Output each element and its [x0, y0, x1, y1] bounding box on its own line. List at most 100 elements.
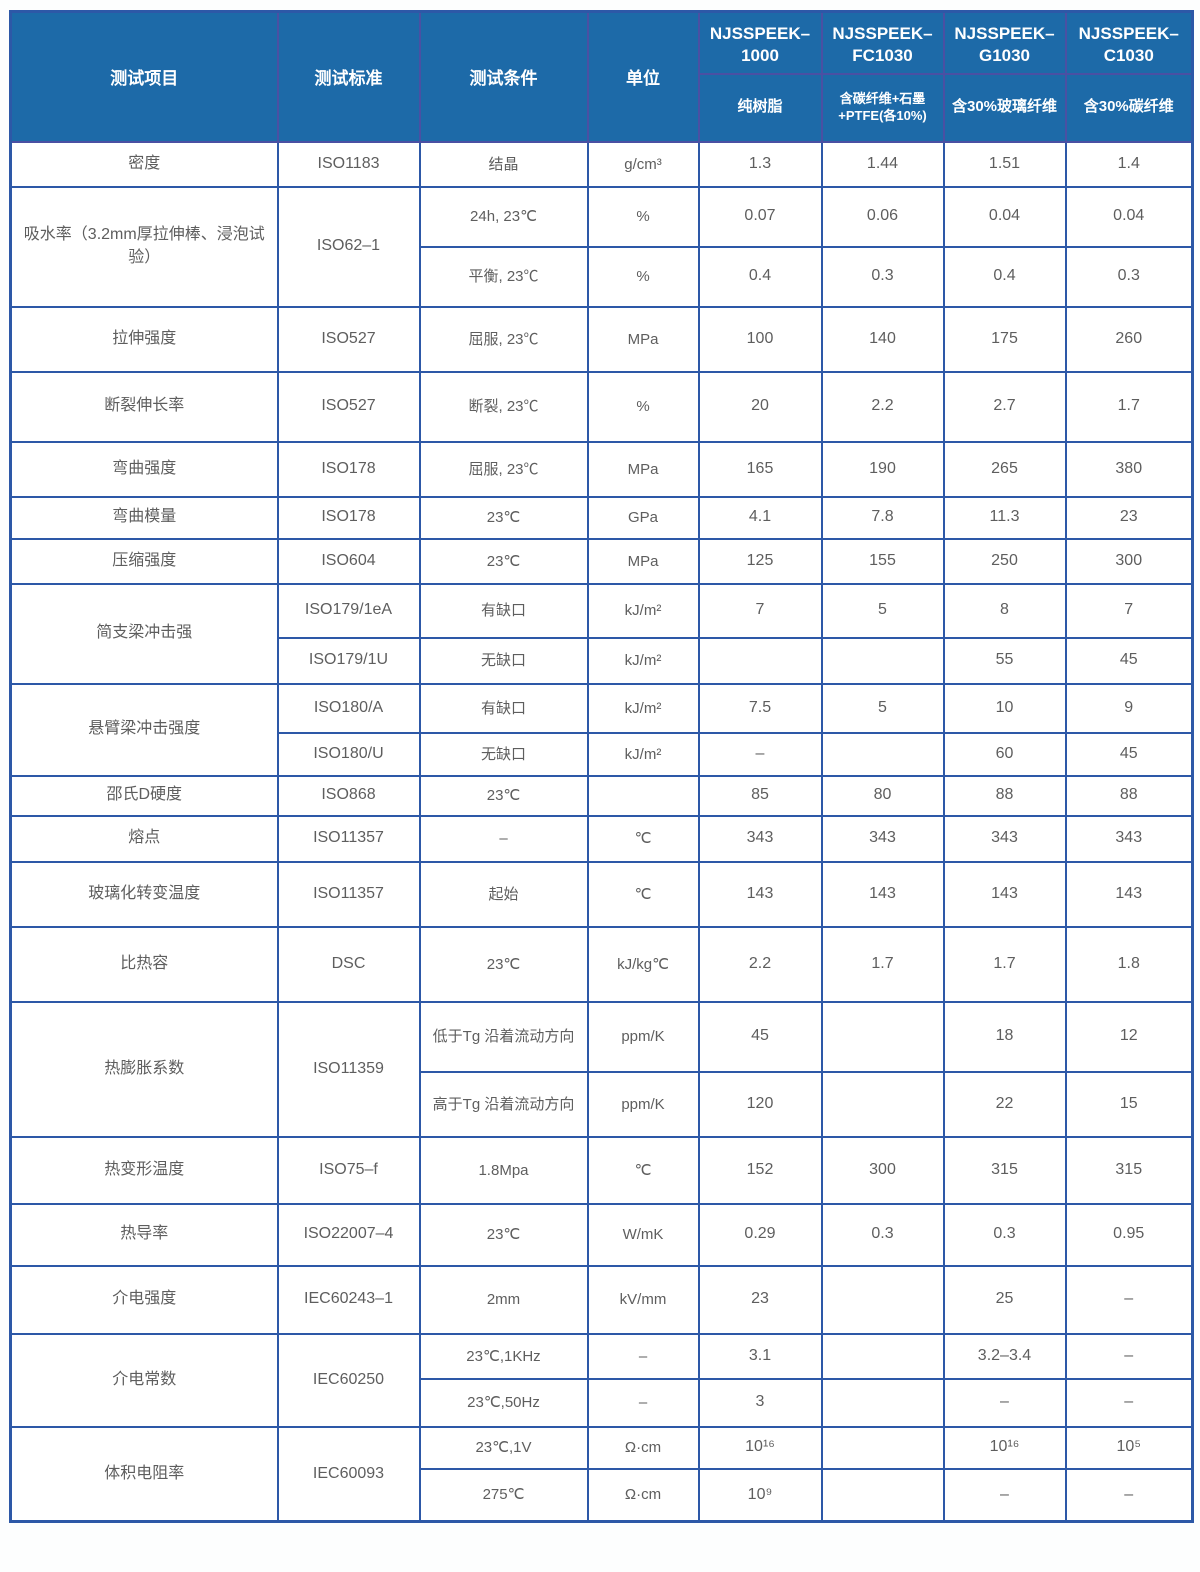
cell-item: 断裂伸长率: [9, 370, 279, 443]
cell-condition: 无缺口: [418, 636, 589, 685]
cell-value: [820, 1070, 945, 1138]
cell-value: 100: [697, 305, 823, 373]
cell-value: 315: [1064, 1135, 1194, 1205]
cell-value: 0.3: [820, 245, 945, 308]
cell-value: 23: [1064, 495, 1194, 540]
cell-value: 3: [697, 1377, 823, 1428]
cell-condition: 2mm: [418, 1264, 589, 1335]
cell-value: 300: [1064, 537, 1194, 585]
table-row: 悬臂梁冲击强度 ISO180/A 有缺口 kJ/m² 7.5 5 10 9: [9, 682, 1194, 777]
cell-value: 80: [820, 774, 945, 817]
cell-value: 11.3: [942, 495, 1067, 540]
cell-unit: kJ/m²: [586, 731, 700, 777]
table-row: 热导率 ISO22007–4 23℃ W/mK 0.29 0.3 0.3 0.9…: [9, 1202, 1194, 1267]
cell-value: [820, 1264, 945, 1335]
cell-item: 吸水率（3.2mm厚拉伸棒、浸泡试验）: [9, 185, 279, 308]
cell-value: 9: [1064, 682, 1194, 734]
cell-item: 弯曲模量: [9, 495, 279, 540]
cell-value: –: [1064, 1264, 1194, 1335]
cell-standard: ISO604: [276, 537, 421, 585]
header-row-products: 测试项目 测试标准 测试条件 单位 NJSSPEEK– 1000 NJSSPEE…: [9, 10, 1194, 143]
cell-value: 0.29: [697, 1202, 823, 1267]
table-row: 弯曲强度 ISO178 屈服, 23℃ MPa 165 190 265 380: [9, 440, 1194, 498]
table-row: 熔点 ISO11357 – ℃ 343 343 343 343: [9, 814, 1194, 863]
cell-standard: ISO178: [276, 440, 421, 498]
table-row: 吸水率（3.2mm厚拉伸棒、浸泡试验） ISO62–1 24h, 23℃ % 0…: [9, 185, 1194, 308]
cell-value: 88: [942, 774, 1067, 817]
cell-value: 8: [942, 582, 1067, 639]
cell-value: 22: [942, 1070, 1067, 1138]
cell-item: 邵氏D硬度: [9, 774, 279, 817]
table-row: 拉伸强度 ISO527 屈服, 23℃ MPa 100 140 175 260: [9, 305, 1194, 373]
cell-value: 152: [697, 1135, 823, 1205]
table-row: 弯曲模量 ISO178 23℃ GPa 4.1 7.8 11.3 23: [9, 495, 1194, 540]
cell-value: –: [1064, 1377, 1194, 1428]
cell-value: 143: [942, 860, 1067, 928]
table-row: ISO179/1U 无缺口 kJ/m² 55 45: [11, 636, 1194, 685]
cell-unit: W/mK: [586, 1202, 700, 1267]
cell-standard: ISO527: [276, 370, 421, 443]
cell-item: 悬臂梁冲击强度: [9, 682, 279, 777]
cell-condition: 275℃: [418, 1467, 589, 1523]
table-row: 介电强度 IEC60243–1 2mm kV/mm 23 25 –: [9, 1264, 1194, 1335]
table-row: 平衡, 23℃ % 0.4 0.3 0.4 0.3: [11, 245, 1194, 308]
cell-value: 85: [697, 774, 823, 817]
cell-item: 熔点: [9, 814, 279, 863]
cell-value: 20: [697, 370, 823, 443]
table-row: 23℃,50Hz – 3 – –: [11, 1377, 1194, 1428]
cell-unit: kV/mm: [586, 1264, 700, 1335]
cell-value: 0.95: [1064, 1202, 1194, 1267]
table-row: 邵氏D硬度 ISO868 23℃ 85 80 88 88: [9, 774, 1194, 817]
cell-value: 315: [942, 1135, 1067, 1205]
cell-item: 压缩强度: [9, 537, 279, 585]
cell-value: 5: [820, 682, 945, 734]
cell-condition: 23℃: [418, 495, 589, 540]
cell-value: 45: [1064, 636, 1194, 685]
cell-standard: ISO179/1eA: [276, 582, 421, 639]
cell-condition: 屈服, 23℃: [418, 305, 589, 373]
cell-value: 143: [1064, 860, 1194, 928]
cell-value: 1.44: [820, 140, 945, 188]
cell-value: 155: [820, 537, 945, 585]
cell-unit: %: [586, 185, 700, 248]
cell-value: 2.2: [697, 925, 823, 1003]
cell-unit: Ω·cm: [586, 1467, 700, 1523]
cell-unit: %: [586, 370, 700, 443]
table-row: ISO180/U 无缺口 kJ/m² – 60 45: [11, 731, 1194, 777]
cell-value: [820, 1000, 945, 1073]
cell-standard: ISO11357: [276, 860, 421, 928]
cell-standard: ISO180/A: [276, 682, 421, 734]
cell-condition: 起始: [418, 860, 589, 928]
cell-condition: 有缺口: [418, 682, 589, 734]
cell-value: 0.07: [697, 185, 823, 248]
cell-condition: 24h, 23℃: [418, 185, 589, 248]
product-name-line: NJSSPEEK–: [709, 23, 811, 43]
cell-value: 0.3: [942, 1202, 1067, 1267]
cell-standard: ISO527: [276, 305, 421, 373]
cell-value: 343: [820, 814, 945, 863]
cell-unit: g/cm³: [586, 140, 700, 188]
cell-unit: MPa: [586, 440, 700, 498]
cell-standard: IEC60243–1: [276, 1264, 421, 1335]
cell-standard: ISO22007–4: [276, 1202, 421, 1267]
cell-condition: 高于Tg 沿着流动方向: [418, 1070, 589, 1138]
cell-value: 10⁹: [697, 1467, 823, 1523]
cell-unit: GPa: [586, 495, 700, 540]
cell-value: 140: [820, 305, 945, 373]
header-row-descriptions: 纯树脂 含碳纤维+石墨+PTFE(各10%) 含30%玻璃纤维 含30%碳纤维: [11, 72, 1194, 143]
product-name-line: FC1030: [852, 45, 913, 65]
cell-value: 143: [697, 860, 823, 928]
cell-item: 弯曲强度: [9, 440, 279, 498]
table-row: 压缩强度 ISO604 23℃ MPa 125 155 250 300: [9, 537, 1194, 585]
cell-unit: Ω·cm: [586, 1425, 700, 1470]
cell-condition: 低于Tg 沿着流动方向: [418, 1000, 589, 1073]
cell-condition: 23℃: [418, 1202, 589, 1267]
cell-value: 3.2–3.4: [942, 1332, 1067, 1380]
cell-item: 密度: [9, 140, 279, 188]
cell-value: 12: [1064, 1000, 1194, 1073]
cell-value: –: [1064, 1332, 1194, 1380]
cell-condition: 屈服, 23℃: [418, 440, 589, 498]
cell-standard: ISO62–1: [276, 185, 421, 308]
cell-unit: %: [586, 245, 700, 308]
